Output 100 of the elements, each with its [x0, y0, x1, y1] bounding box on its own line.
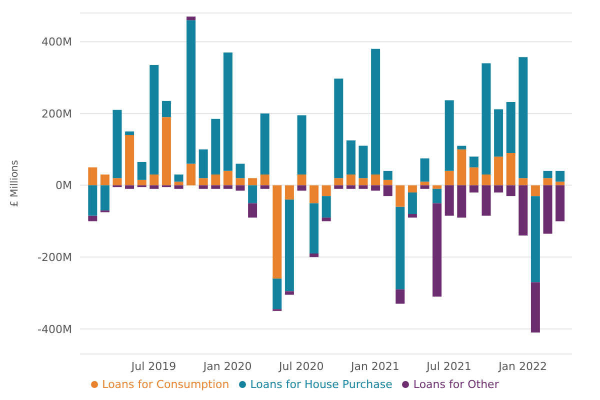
bar [248, 203, 258, 218]
bar [236, 178, 245, 186]
bar [444, 170, 454, 186]
bar [383, 180, 392, 186]
bar [556, 182, 565, 186]
bar [469, 156, 478, 168]
bar [432, 188, 442, 204]
bar [284, 291, 294, 295]
bar [482, 63, 491, 175]
x-tick-label: Jan 2021 [350, 360, 400, 373]
bar [223, 52, 232, 171]
bar [396, 185, 405, 207]
bar [211, 118, 220, 175]
bar [383, 170, 392, 180]
bar [310, 185, 319, 204]
bar [334, 185, 344, 189]
bar [162, 100, 171, 118]
bar [530, 185, 540, 196]
bar [396, 206, 405, 290]
bar [88, 185, 98, 216]
bar [112, 178, 122, 186]
bar [322, 218, 331, 222]
bar [174, 182, 184, 186]
bar [494, 185, 504, 192]
bar [310, 203, 319, 254]
bar [297, 115, 306, 175]
x-tick-label: Jul 2020 [278, 360, 324, 373]
bar [260, 174, 270, 186]
bar [543, 170, 552, 178]
bar [248, 178, 258, 186]
bar [556, 185, 565, 222]
bar [150, 65, 159, 175]
bar [174, 174, 184, 182]
bar [284, 200, 294, 292]
bar [236, 185, 245, 191]
bar [112, 110, 122, 178]
bar [457, 185, 466, 218]
bar [444, 185, 454, 216]
bar [88, 167, 98, 186]
bar [518, 178, 528, 186]
bar [396, 289, 405, 304]
y-tick-label: 200M [42, 107, 72, 120]
y-tick-label: -200M [38, 250, 72, 264]
bar [260, 114, 270, 175]
bar [223, 170, 232, 186]
bar [137, 162, 146, 180]
bar [186, 20, 196, 164]
bar [371, 185, 380, 191]
bar [334, 78, 344, 178]
bar [469, 167, 478, 186]
bar [346, 140, 356, 175]
bar [198, 149, 208, 178]
bar [420, 158, 430, 182]
bar [408, 192, 417, 214]
x-tick-label: Jan 2022 [498, 360, 548, 373]
bar [358, 178, 368, 186]
bar [125, 135, 134, 186]
bar [236, 164, 245, 178]
bar [420, 185, 430, 189]
bar [482, 174, 491, 186]
bar [260, 185, 270, 189]
bar [469, 185, 478, 192]
bar [272, 278, 282, 310]
bar [420, 182, 430, 186]
bar [371, 174, 380, 186]
bar [150, 185, 159, 189]
bar [371, 48, 380, 175]
bar [125, 131, 134, 136]
bar [137, 180, 146, 186]
bar [506, 185, 516, 196]
bar [543, 178, 552, 186]
legend-label: Loans for Other [413, 378, 499, 391]
bar [530, 282, 540, 332]
bar [358, 185, 368, 189]
bar [530, 196, 540, 282]
bar [518, 57, 528, 178]
x-tick-label: Jan 2020 [202, 360, 252, 373]
bar [297, 185, 306, 191]
bar [211, 174, 220, 186]
bar [518, 185, 528, 236]
bar [432, 185, 442, 189]
bar [408, 185, 417, 192]
bar [457, 149, 466, 186]
bar [162, 117, 171, 186]
bar [346, 185, 356, 189]
bar [494, 109, 504, 157]
bar [198, 185, 208, 189]
bar [186, 16, 196, 20]
bar [482, 185, 491, 216]
bar [322, 196, 331, 218]
legend-label: Loans for House Purchase [250, 378, 392, 391]
bar [186, 164, 196, 186]
bar [506, 152, 516, 186]
bar [211, 185, 220, 189]
bar [310, 253, 319, 258]
bar [174, 185, 184, 189]
bar [150, 174, 159, 186]
bar [556, 170, 565, 182]
bar [358, 146, 368, 178]
y-tick-label: 0M [56, 179, 72, 192]
